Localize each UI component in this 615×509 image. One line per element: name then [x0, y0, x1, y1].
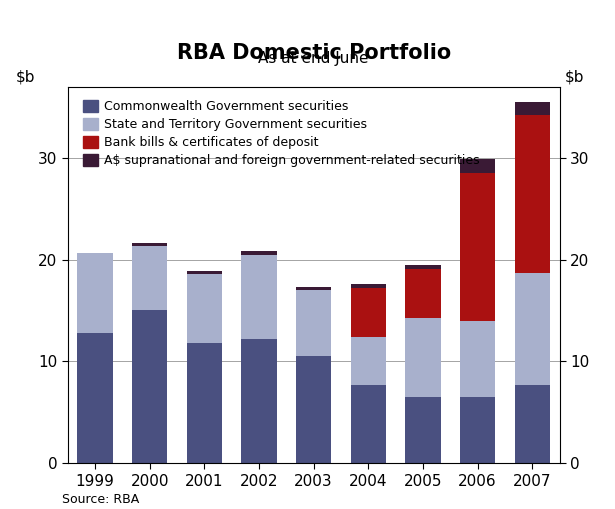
Bar — [405, 397, 441, 463]
Text: $b: $b — [16, 70, 36, 84]
Bar — [405, 318, 441, 397]
Text: As at end June: As at end June — [258, 51, 369, 66]
Bar — [132, 246, 167, 310]
Bar — [405, 265, 441, 269]
Bar — [351, 385, 386, 463]
Bar — [77, 333, 113, 463]
Bar — [296, 287, 331, 290]
Bar — [405, 269, 441, 318]
Text: Source: RBA: Source: RBA — [62, 493, 139, 506]
Bar — [460, 321, 496, 397]
Bar — [296, 290, 331, 356]
Bar — [186, 343, 222, 463]
Bar — [186, 274, 222, 343]
Bar — [515, 273, 550, 385]
Bar — [460, 173, 496, 321]
Bar — [515, 385, 550, 463]
Bar — [515, 115, 550, 273]
Bar — [460, 159, 496, 173]
Legend: Commonwealth Government securities, State and Territory Government securities, B: Commonwealth Government securities, Stat… — [79, 97, 483, 171]
Bar — [132, 310, 167, 463]
Bar — [132, 243, 167, 246]
Bar — [186, 271, 222, 274]
Bar — [351, 284, 386, 288]
Bar — [241, 254, 277, 339]
Bar — [515, 102, 550, 115]
Bar — [351, 337, 386, 385]
Bar — [241, 251, 277, 254]
Bar — [460, 397, 496, 463]
Title: RBA Domestic Portfolio: RBA Domestic Portfolio — [177, 43, 451, 63]
Bar — [77, 253, 113, 333]
Bar — [351, 288, 386, 337]
Bar — [296, 356, 331, 463]
Text: $b: $b — [565, 70, 584, 84]
Bar — [241, 339, 277, 463]
